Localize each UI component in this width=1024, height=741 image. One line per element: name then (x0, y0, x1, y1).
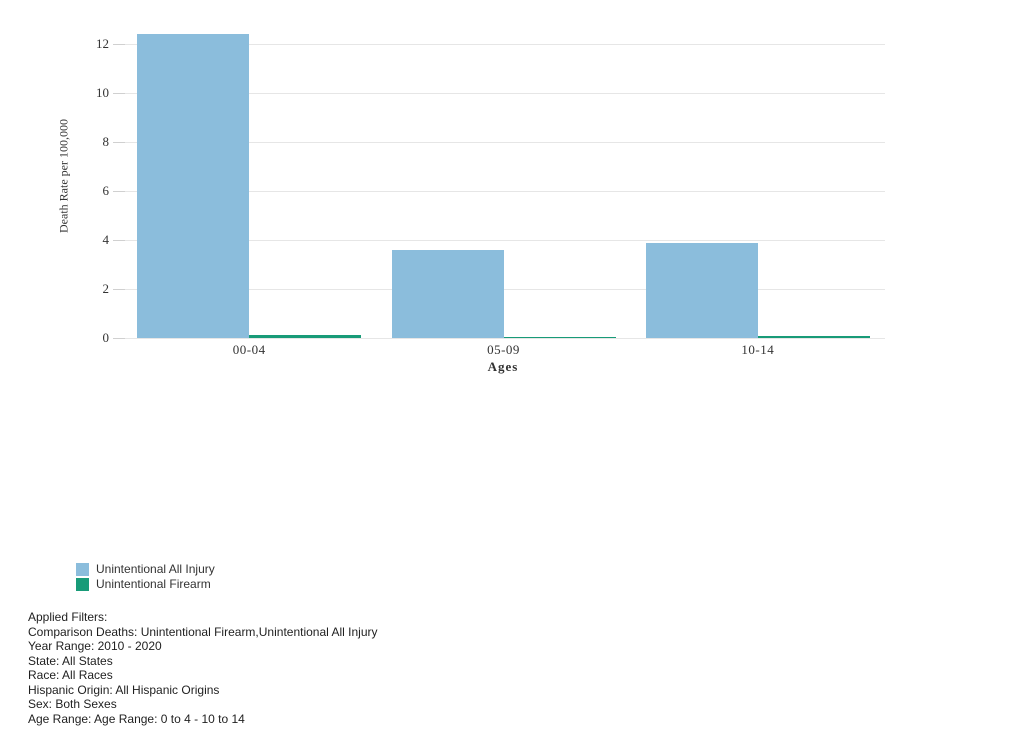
x-axis-category-label: 00-04 (232, 342, 266, 357)
applied-filter-line: Year Range: 2010 - 2020 (28, 639, 162, 653)
legend-swatch-icon (76, 563, 89, 576)
x-axis-category-label: 05-09 (487, 342, 520, 357)
gridline (122, 142, 885, 144)
gridline (122, 93, 885, 95)
grouped-bar-chart: Death Rate per 100,000 0 2 4 6 8 10 12 00-04 05-… (57, 27, 885, 591)
legend-swatch-icon (76, 578, 89, 591)
legend-item-unintentional-all-injury[interactable]: Unintentional All Injury (76, 562, 215, 577)
applied-filters-title: Applied Filters: (28, 610, 108, 624)
y-axis-tick-label: 8 (102, 134, 110, 150)
y-axis-tick-label: 4 (102, 232, 110, 248)
y-axis-tick-label: 2 (102, 281, 110, 297)
y-axis-tick (113, 191, 125, 193)
y-axis-tick (113, 44, 125, 46)
gridline (122, 289, 885, 291)
y-axis-tick (113, 240, 125, 242)
y-axis-tick (113, 338, 125, 339)
legend-label: Unintentional All Injury (96, 562, 215, 576)
x-axis-title: Ages (487, 359, 519, 374)
legend-item-unintentional-firearm[interactable]: Unintentional Firearm (76, 577, 215, 592)
applied-filter-line: State: All States (28, 653, 113, 668)
legend-label: Unintentional Firearm (96, 577, 211, 591)
applied-filter-line: Race: All Races (28, 668, 113, 682)
applied-filters: Applied Filters: Comparison Deaths: Unin… (28, 610, 378, 726)
gridline (122, 338, 885, 339)
applied-filter-line: Sex: Both Sexes (28, 697, 117, 711)
x-axis-category-label: 10-14 (741, 342, 775, 357)
bar-05-09-unintentional-firearm[interactable] (503, 336, 616, 338)
bar-05-09-unintentional-all-injury[interactable] (391, 249, 504, 338)
y-axis-tick (113, 142, 125, 144)
y-axis-tick-label: 6 (102, 183, 110, 199)
y-axis-tick (113, 289, 125, 291)
y-axis-tick (113, 93, 125, 95)
applied-filter-line: Age Range: Age Range: 0 to 4 - 10 to 14 (28, 711, 245, 726)
bar-00-04-unintentional-firearm[interactable] (249, 334, 362, 338)
applied-filters-list: Comparison Deaths: Unintentional Firearm… (28, 625, 378, 727)
plot-area: 0 2 4 6 8 10 12 00-04 05-09 10-14 (96, 27, 885, 357)
y-axis-tick-label: 12 (96, 36, 109, 52)
applied-filter-line: Hispanic Origin: All Hispanic Origins (28, 682, 220, 697)
gridline (122, 44, 885, 46)
y-axis-tick-label: 10 (96, 85, 109, 101)
gridline (122, 191, 885, 193)
bar-10-14-unintentional-firearm[interactable] (757, 335, 870, 338)
applied-filter-line: Comparison Deaths: Unintentional Firearm… (28, 624, 378, 639)
bar-00-04-unintentional-all-injury[interactable] (137, 34, 250, 338)
y-axis-tick-label: 0 (102, 330, 110, 345)
chart-legend: Unintentional All Injury Unintentional Fi… (76, 562, 215, 592)
bar-10-14-unintentional-all-injury[interactable] (645, 242, 758, 338)
gridline (122, 240, 885, 242)
